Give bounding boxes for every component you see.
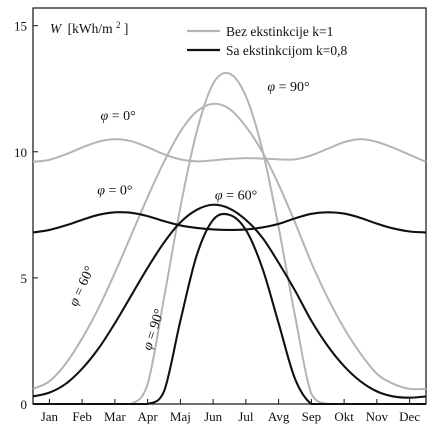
y-axis-unit: [kWh/m [68, 21, 113, 36]
legend-label-extinction: Sa ekstinkcijom k=0,8 [226, 43, 347, 58]
series-line-ext-4 [32, 203, 427, 399]
y-tick-label: 10 [14, 145, 27, 160]
x-tick-label: Jan [41, 409, 59, 424]
y-tick-label: 0 [21, 397, 28, 412]
curve-annotation: φ = 90° [267, 80, 309, 95]
x-tick-label: Jul [238, 409, 254, 424]
x-tick-label: Dec [399, 409, 420, 424]
x-tick-label: Okt [334, 409, 354, 424]
x-tick-label: Nov [366, 409, 389, 424]
series-line-ext-3 [32, 211, 427, 234]
curve-annotation: φ = 0° [101, 109, 136, 124]
series-line-no_ext-0 [32, 138, 427, 163]
series-line-no_ext-2 [32, 71, 426, 405]
legend-label-no-extinction: Bez ekstinkcije k=1 [226, 24, 333, 39]
y-tick-label: 5 [21, 271, 28, 286]
curve-annotation: φ = 0° [97, 184, 132, 199]
y-axis-label: W [kWh/m 2 ] [50, 16, 128, 36]
series-line-ext-5 [32, 212, 426, 406]
series-line-no_ext-1 [32, 102, 427, 391]
y-axis-symbol: W [50, 21, 63, 36]
y-axis-unit-exponent: 2 [116, 20, 121, 30]
curve-annotation: φ = 90° [140, 307, 167, 352]
x-tick-label: Apr [138, 409, 159, 424]
y-axis-unit-close: ] [124, 21, 129, 36]
x-tick-label: Avg [268, 409, 290, 424]
legend: Bez ekstinkcije k=1 Sa ekstinkcijom k=0,… [187, 24, 347, 58]
curve-annotation: φ = 60° [67, 264, 98, 309]
x-tick-label: Maj [170, 409, 191, 424]
x-tick-label: Sep [302, 409, 322, 424]
x-tick-label: Mar [104, 409, 126, 424]
plot-frame [32, 7, 427, 405]
y-tick-label: 15 [14, 19, 27, 34]
series-layer [32, 71, 427, 406]
x-tick-label: Jun [204, 409, 223, 424]
tick-layer: 0 5 10 15 Jan Feb Mar Apr Maj Jun Jul Avg Sep Okt Nov D… [14, 19, 420, 424]
x-tick-label: Feb [72, 409, 92, 424]
annotation-layer: φ = 0° φ = 0° φ = 90° φ = 60° φ = 60° φ = 90° [67, 80, 310, 352]
curve-annotation: φ = 60° [215, 189, 257, 204]
